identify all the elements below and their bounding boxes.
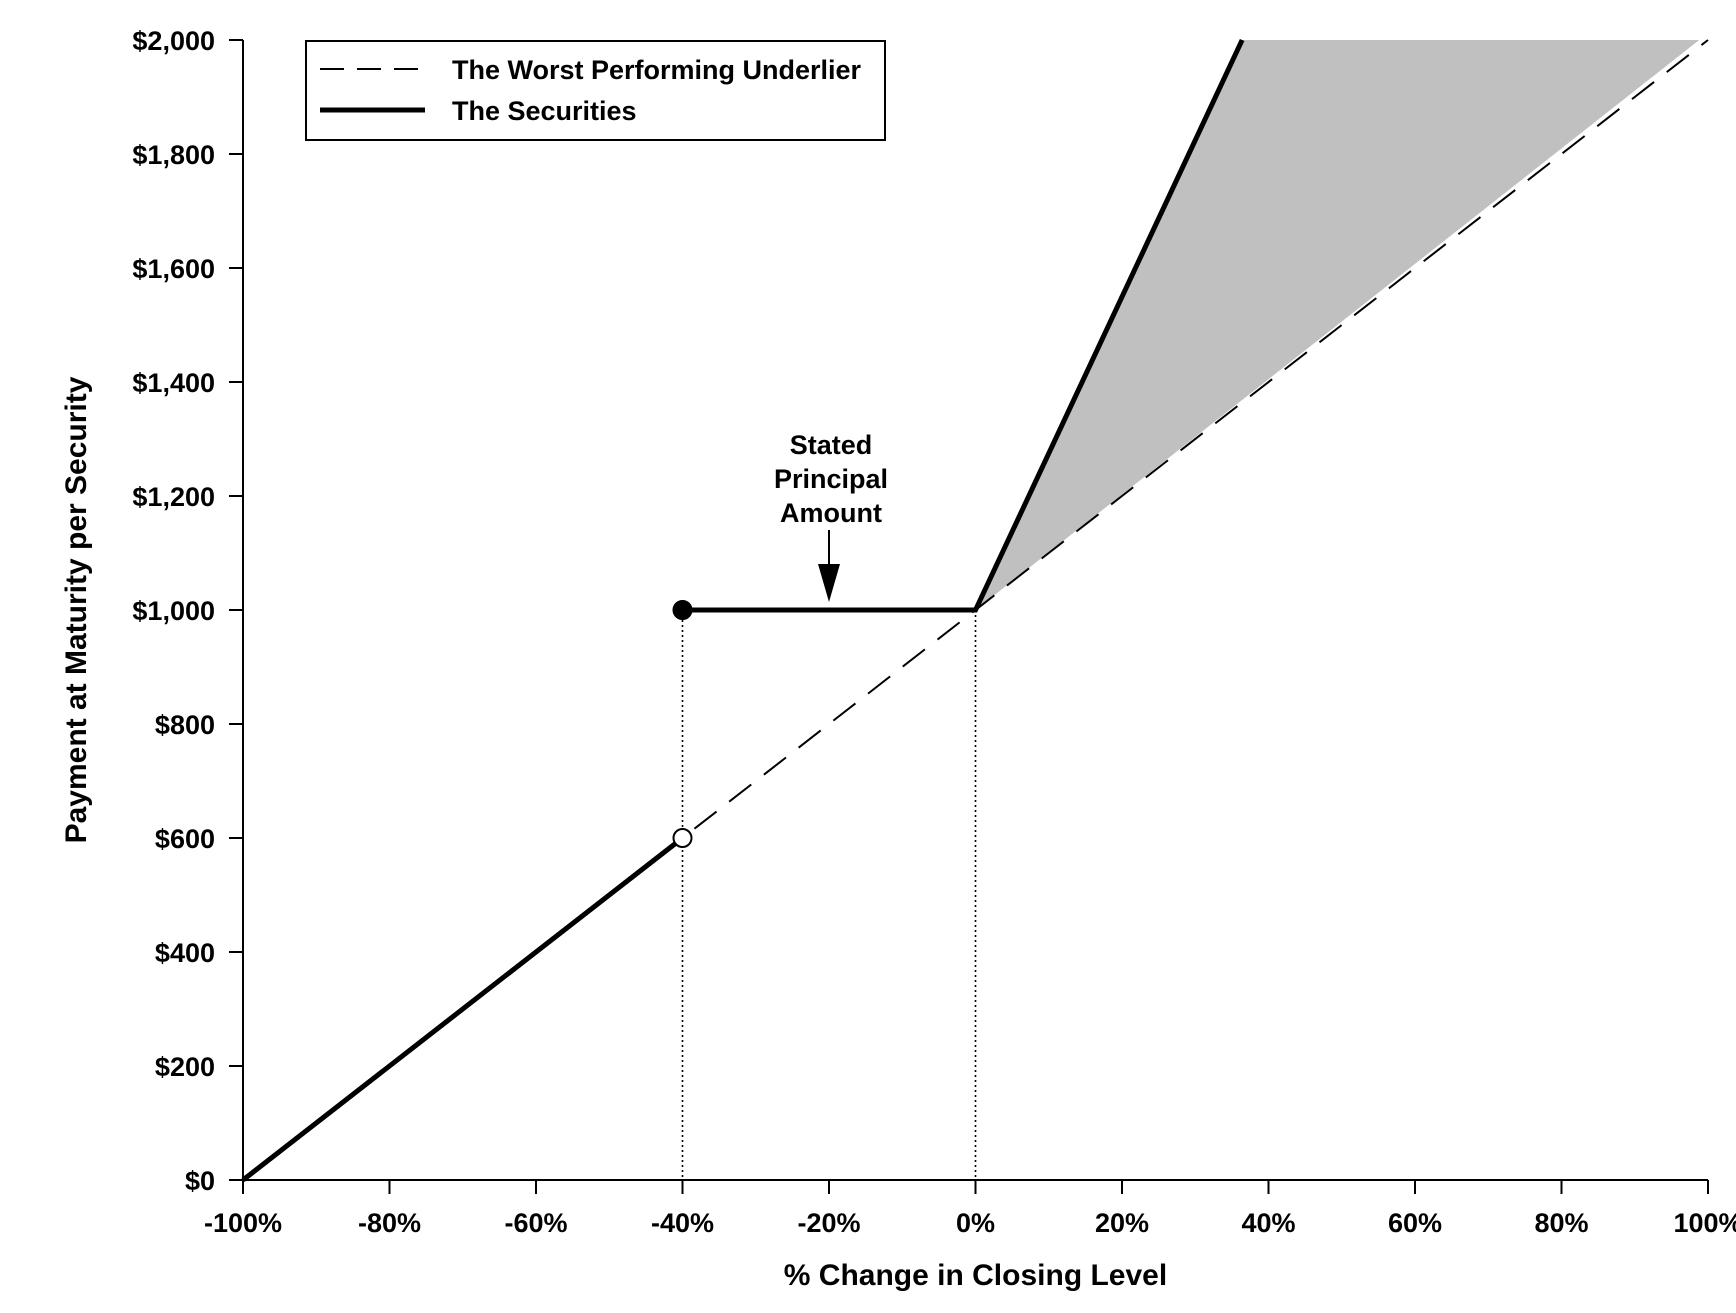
y-axis-title: Payment at Maturity per Security (60, 376, 93, 843)
annotation-layer: Stated Principal Amount (774, 430, 888, 602)
x-tick-label: -60% (504, 1208, 567, 1238)
y-tick-label: $2,000 (132, 26, 215, 56)
x-tick-label: 40% (1241, 1208, 1295, 1238)
x-tick-label: -40% (651, 1208, 714, 1238)
shaded-region-layer (975, 40, 1700, 610)
ticks-layer: -100% -80% -60% -40% -20% 0% 20% 40% 60% 80% 100% $… (132, 26, 1736, 1238)
x-tick-label: 100% (1673, 1208, 1736, 1238)
y-tick-label: $1,400 (132, 368, 215, 398)
annotation-text-line: Amount (780, 498, 882, 528)
y-tick-label: $1,000 (132, 596, 215, 626)
reference-lines-layer (681, 610, 977, 1180)
y-tick-label: $0 (185, 1166, 215, 1196)
series-layer (241, 38, 1709, 1182)
shaded-upside-region (975, 40, 1700, 610)
legend-label-underlier: The Worst Performing Underlier (452, 55, 862, 85)
legend: The Worst Performing Underlier The Secur… (305, 40, 886, 141)
securities-line-segment (241, 836, 685, 1182)
filled-point-marker (672, 600, 693, 620)
x-tick-label: 0% (956, 1208, 995, 1238)
annotation-text-line: Stated (790, 430, 873, 460)
x-tick-label: -100% (204, 1208, 282, 1238)
markers-layer (672, 600, 693, 848)
x-tick-label: 60% (1388, 1208, 1442, 1238)
y-tick-label: $1,800 (132, 140, 215, 170)
x-tick-label: -80% (358, 1208, 421, 1238)
y-tick-label: $800 (155, 710, 215, 740)
y-tick-label: $1,600 (132, 254, 215, 284)
annotation-text-line: Principal (774, 464, 888, 494)
open-point-marker (672, 828, 693, 848)
annotation-arrow-head-icon (818, 564, 840, 602)
x-axis-title: % Change in Closing Level (784, 1259, 1167, 1292)
x-tick-label: 80% (1534, 1208, 1588, 1238)
x-tick-label: 20% (1095, 1208, 1149, 1238)
y-tick-label: $200 (155, 1052, 215, 1082)
y-tick-label: $1,200 (132, 482, 215, 512)
legend-box (305, 40, 886, 141)
legend-label-securities: The Securities (452, 96, 637, 126)
y-tick-label: $400 (155, 938, 215, 968)
x-tick-label: -20% (797, 1208, 860, 1238)
securities-line-segment (682, 38, 1245, 613)
y-tick-label: $600 (155, 824, 215, 854)
